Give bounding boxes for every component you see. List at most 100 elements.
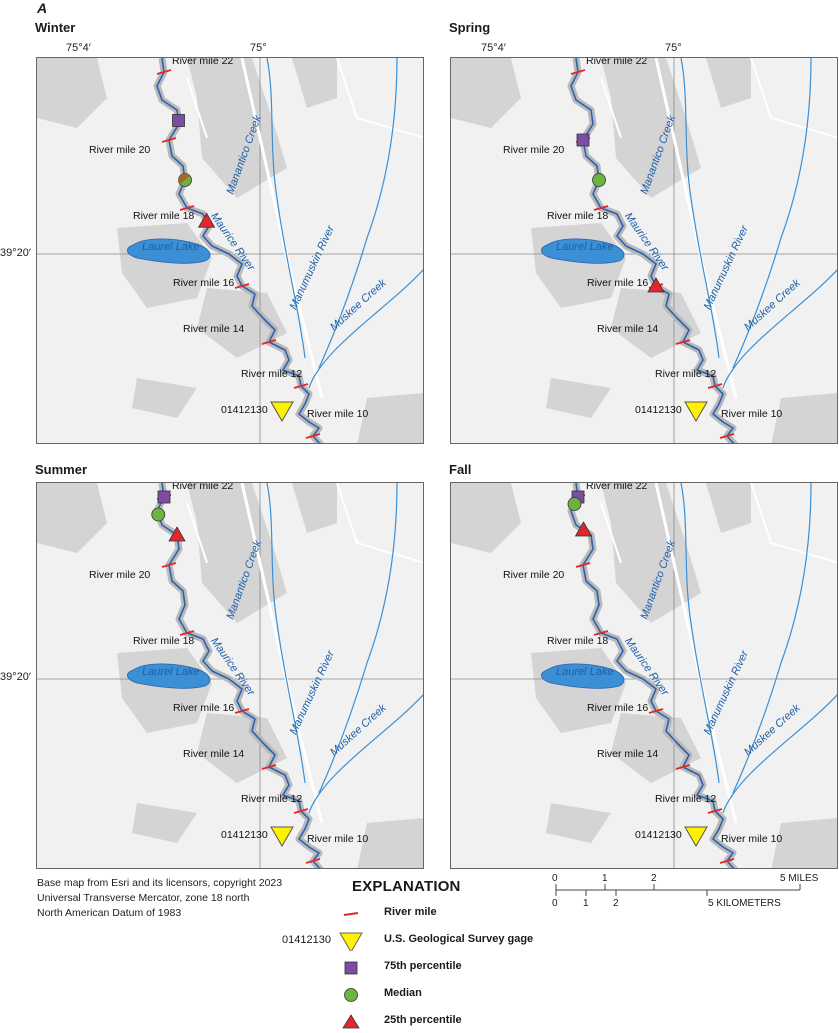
urban-area: [611, 713, 701, 783]
scale-km-1: 1: [583, 898, 589, 909]
river-mile-label-10: River mile 10: [307, 833, 369, 845]
urban-area: [187, 483, 287, 623]
scale-km-0: 0: [552, 898, 558, 909]
p75-square-icon: [172, 114, 185, 127]
river-mile-tick: [719, 433, 735, 439]
season-title-spring: Spring: [449, 20, 491, 35]
urban-area: [531, 648, 626, 733]
gage-id-label: 01412130: [635, 404, 682, 416]
median-circle-icon: [567, 497, 582, 511]
laurel-lake: [127, 238, 211, 264]
river-mile-tick: [234, 708, 250, 714]
river-mile-label-18: River mile 18: [547, 210, 609, 222]
tributary-stream: [318, 483, 398, 794]
river-mile-tick: [293, 808, 309, 814]
river-mile-tick: [261, 764, 277, 770]
scale-km-5: 5 KILOMETERS: [708, 898, 781, 909]
urban-area: [601, 58, 701, 198]
map-panel-winter: River mile 22 River mile 20 River mile 18 R…: [36, 57, 424, 444]
scale-mi-1: 1: [602, 873, 608, 884]
lat-label-top: 39°20′: [0, 247, 31, 259]
urban-area: [197, 288, 287, 358]
season-title-winter: Winter: [35, 20, 76, 35]
legend-p25-label: 25th percentile: [384, 1014, 462, 1026]
urban-area: [706, 483, 751, 533]
laurel-lake: [127, 663, 211, 689]
urban-area: [601, 483, 701, 623]
urban-area: [451, 58, 521, 128]
lon-label-left-top2: 75°4′: [481, 42, 506, 54]
river-mile-tick: [179, 205, 195, 211]
road: [186, 77, 208, 139]
river-mile-tick: [161, 562, 177, 568]
urban-area: [132, 803, 197, 843]
river-mile-tick: [305, 433, 321, 439]
usgs-gage-icon: [684, 401, 708, 422]
river-mile-label-18: River mile 18: [547, 635, 609, 647]
legend-river-mile-label: River mile: [384, 906, 437, 918]
river-mile-label-16: River mile 16: [587, 702, 649, 714]
tributary-stream: [308, 694, 423, 814]
legend-p75-label: 75th percentile: [384, 960, 462, 972]
tributary-stream: [266, 58, 306, 359]
road: [336, 58, 423, 139]
circle-icon: [344, 988, 358, 1002]
water-label-laurel: Laurel Lake: [142, 241, 200, 253]
river-mile-tick: [593, 205, 609, 211]
p25-triangle-icon: [647, 277, 665, 293]
river-mile-tick: [719, 858, 735, 864]
river-mile-label-20: River mile 20: [89, 144, 151, 156]
river-mile-label-14: River mile 14: [597, 323, 659, 335]
tributary-stream: [722, 694, 837, 814]
laurel-lake: [541, 238, 625, 264]
river-mile-label-18: River mile 18: [133, 210, 195, 222]
urban-area: [771, 818, 837, 868]
tributary-stream: [680, 483, 720, 784]
river-mile-tick: [707, 383, 723, 389]
river-mile-tick: [575, 562, 591, 568]
river-mile-label-10: River mile 10: [721, 833, 783, 845]
river-mile-tick: [648, 708, 664, 714]
explanation-title: EXPLANATION: [352, 878, 461, 895]
river-mile-tick: [675, 339, 691, 345]
map-panel-summer: River mile 22 River mile 20 River mile 18 R…: [36, 482, 424, 869]
gage-triangle-icon: [339, 932, 363, 951]
urban-area: [451, 483, 521, 553]
river-mile-tick: [293, 383, 309, 389]
river-mile-label-12: River mile 12: [655, 793, 717, 805]
usgs-gage-icon: [684, 826, 708, 847]
scale-mi-2: 2: [651, 873, 657, 884]
figure-letter: A: [37, 0, 48, 16]
river-mile-label-22: River mile 22: [172, 482, 234, 492]
urban-area: [292, 483, 337, 533]
p75-square-icon: [576, 133, 590, 147]
map-panel-spring: River mile 22 River mile 20 River mile 18 R…: [450, 57, 838, 444]
road: [600, 502, 622, 564]
urban-area: [117, 648, 212, 733]
median-split-half: [178, 173, 190, 185]
road: [750, 483, 837, 564]
lon-label-left-top: 75°4′: [66, 42, 91, 54]
scale-bar-graphic: [555, 884, 801, 896]
urban-area: [531, 223, 626, 308]
urban-area: [132, 378, 197, 418]
map-svg: [451, 483, 837, 868]
usgs-gage-icon: [270, 826, 294, 847]
river-mile-label-22: River mile 22: [586, 57, 648, 67]
urban-area: [292, 58, 337, 108]
road: [750, 58, 837, 139]
scale-mi-5: 5 MILES: [780, 873, 819, 884]
river-mile-tick: [161, 137, 177, 143]
map-svg: [451, 58, 837, 443]
lon-label-right-top2: 75°: [665, 42, 682, 54]
scale-bar: 0 1 2 5 MILES 0 1 2 5 KILOMETERS: [550, 873, 818, 924]
tributary-stream: [680, 58, 720, 359]
river-mile-label-16: River mile 16: [173, 277, 235, 289]
river-mile-tick: [234, 283, 250, 289]
lat-label-bottom: 39°20′: [0, 671, 31, 683]
urban-area: [37, 483, 107, 553]
urban-area: [706, 58, 751, 108]
legend-gage-id: 01412130: [282, 934, 331, 946]
tributary-stream: [308, 269, 423, 389]
water-label-laurel: Laurel Lake: [556, 241, 614, 253]
